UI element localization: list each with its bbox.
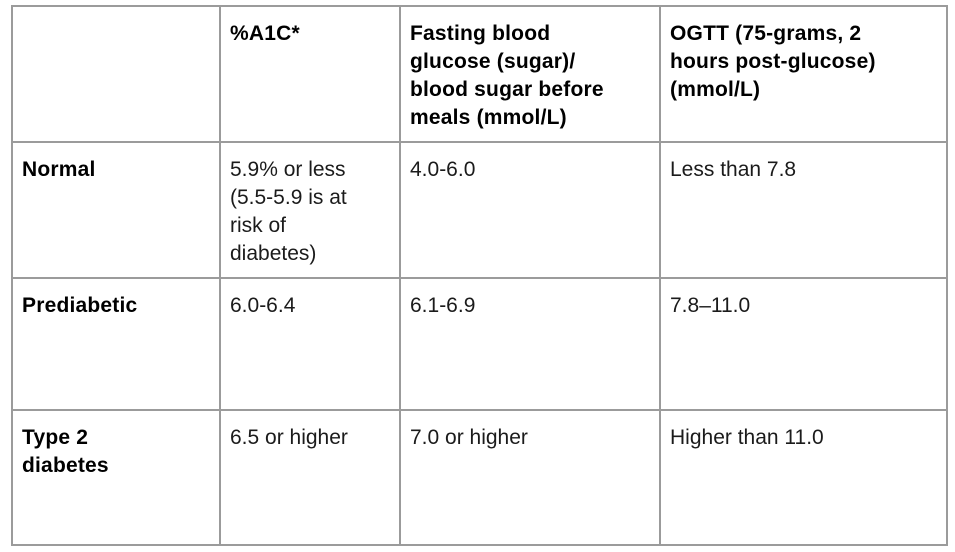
header-cell-empty [11, 5, 221, 143]
cell-prediabetic-a1c: 6.0-6.4 [219, 277, 401, 411]
cell-normal-fasting: 4.0-6.0 [399, 141, 661, 279]
header-cell-a1c: %A1C* [219, 5, 401, 143]
header-cell-fasting-glucose: Fasting blood glucose (sugar)/ blood sug… [399, 5, 661, 143]
table-row-normal: Normal 5.9% or less (5.5-5.9 is at risk … [11, 141, 948, 279]
cell-prediabetic-ogtt: 7.8–11.0 [659, 277, 948, 411]
cell-prediabetic-fasting: 6.1-6.9 [399, 277, 661, 411]
header-row: %A1C* Fasting blood glucose (sugar)/ blo… [11, 5, 948, 143]
header-cell-ogtt: OGTT (75-grams, 2 hours post-glucose) (m… [659, 5, 948, 143]
diabetes-reference-table: %A1C* Fasting blood glucose (sugar)/ blo… [11, 5, 948, 546]
cell-type2-a1c: 6.5 or higher [219, 409, 401, 546]
cell-type2-ogtt: Higher than 11.0 [659, 409, 948, 546]
cell-normal-a1c: 5.9% or less (5.5-5.9 is at risk of diab… [219, 141, 401, 279]
cell-normal-ogtt: Less than 7.8 [659, 141, 948, 279]
row-label-type2-diabetes: Type 2 diabetes [11, 409, 221, 546]
table-row-prediabetic: Prediabetic 6.0-6.4 6.1-6.9 7.8–11.0 [11, 277, 948, 411]
row-label-normal: Normal [11, 141, 221, 279]
cell-type2-fasting: 7.0 or higher [399, 409, 661, 546]
table-row-type2-diabetes: Type 2 diabetes 6.5 or higher 7.0 or hig… [11, 409, 948, 546]
row-label-prediabetic: Prediabetic [11, 277, 221, 411]
